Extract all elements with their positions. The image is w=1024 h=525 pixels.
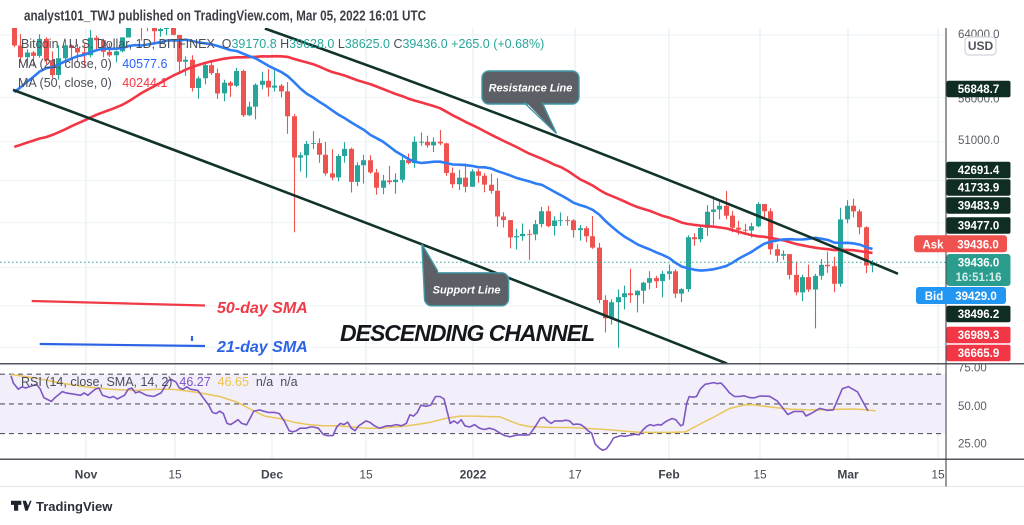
svg-text:analyst101_TWJ published on Tr: analyst101_TWJ published on TradingView.… bbox=[24, 7, 426, 24]
svg-text:75.00: 75.00 bbox=[958, 362, 987, 374]
svg-text:MA (21, close, 0) 40577.6: MA (21, close, 0) 40577.6 bbox=[18, 57, 167, 71]
svg-text:15: 15 bbox=[753, 468, 767, 482]
svg-text:50.00: 50.00 bbox=[958, 401, 987, 413]
svg-text:42691.4: 42691.4 bbox=[958, 165, 1000, 177]
svg-text:39483.9: 39483.9 bbox=[958, 201, 1000, 213]
svg-text:39436.0: 39436.0 bbox=[957, 239, 999, 251]
svg-text:MA (50, close, 0) 40244.1: MA (50, close, 0) 40244.1 bbox=[18, 76, 167, 90]
svg-text:21-day SMA: 21-day SMA bbox=[216, 339, 308, 356]
svg-text:25.00: 25.00 bbox=[958, 439, 987, 451]
svg-text:Feb: Feb bbox=[658, 468, 679, 482]
svg-text:41733.9: 41733.9 bbox=[958, 183, 1000, 195]
svg-text:16:51:16: 16:51:16 bbox=[955, 272, 1001, 284]
svg-text:USD: USD bbox=[968, 39, 994, 53]
svg-text:Nov: Nov bbox=[75, 468, 98, 482]
svg-text:39477.0: 39477.0 bbox=[958, 221, 1000, 233]
svg-text:Ask: Ask bbox=[922, 239, 944, 251]
svg-text:17: 17 bbox=[568, 468, 582, 482]
svg-text:15: 15 bbox=[168, 468, 182, 482]
svg-text:Support Line: Support Line bbox=[433, 284, 501, 296]
svg-text:2022: 2022 bbox=[460, 468, 487, 482]
svg-text:RSI (14, close, SMA, 14, 2) 4: RSI (14, close, SMA, 14, 2) 46.27 46.65 … bbox=[21, 375, 298, 389]
svg-text:36665.9: 36665.9 bbox=[958, 348, 1000, 360]
svg-text:Mar: Mar bbox=[837, 468, 859, 482]
svg-text:38496.2: 38496.2 bbox=[958, 309, 1000, 321]
svg-text:39429.0: 39429.0 bbox=[955, 291, 997, 303]
svg-text:Resistance Line: Resistance Line bbox=[489, 83, 573, 95]
svg-text:Bitcoin / U.S. Dollar, 1D, BIT: Bitcoin / U.S. Dollar, 1D, BITFINEX O391… bbox=[21, 37, 544, 51]
svg-text:15: 15 bbox=[359, 468, 373, 482]
svg-text:56848.7: 56848.7 bbox=[958, 84, 1000, 96]
svg-text:51000.0: 51000.0 bbox=[958, 135, 1000, 147]
svg-text:Bid: Bid bbox=[925, 291, 944, 303]
svg-text:50-day SMA: 50-day SMA bbox=[217, 300, 308, 317]
svg-text:15: 15 bbox=[931, 468, 945, 482]
svg-text:TradingView: TradingView bbox=[36, 499, 113, 514]
svg-text:36989.3: 36989.3 bbox=[958, 330, 1000, 342]
svg-text:DESCENDING CHANNEL: DESCENDING CHANNEL bbox=[340, 320, 594, 346]
svg-text:Dec: Dec bbox=[261, 468, 283, 482]
svg-text:39436.0: 39436.0 bbox=[958, 258, 1000, 270]
